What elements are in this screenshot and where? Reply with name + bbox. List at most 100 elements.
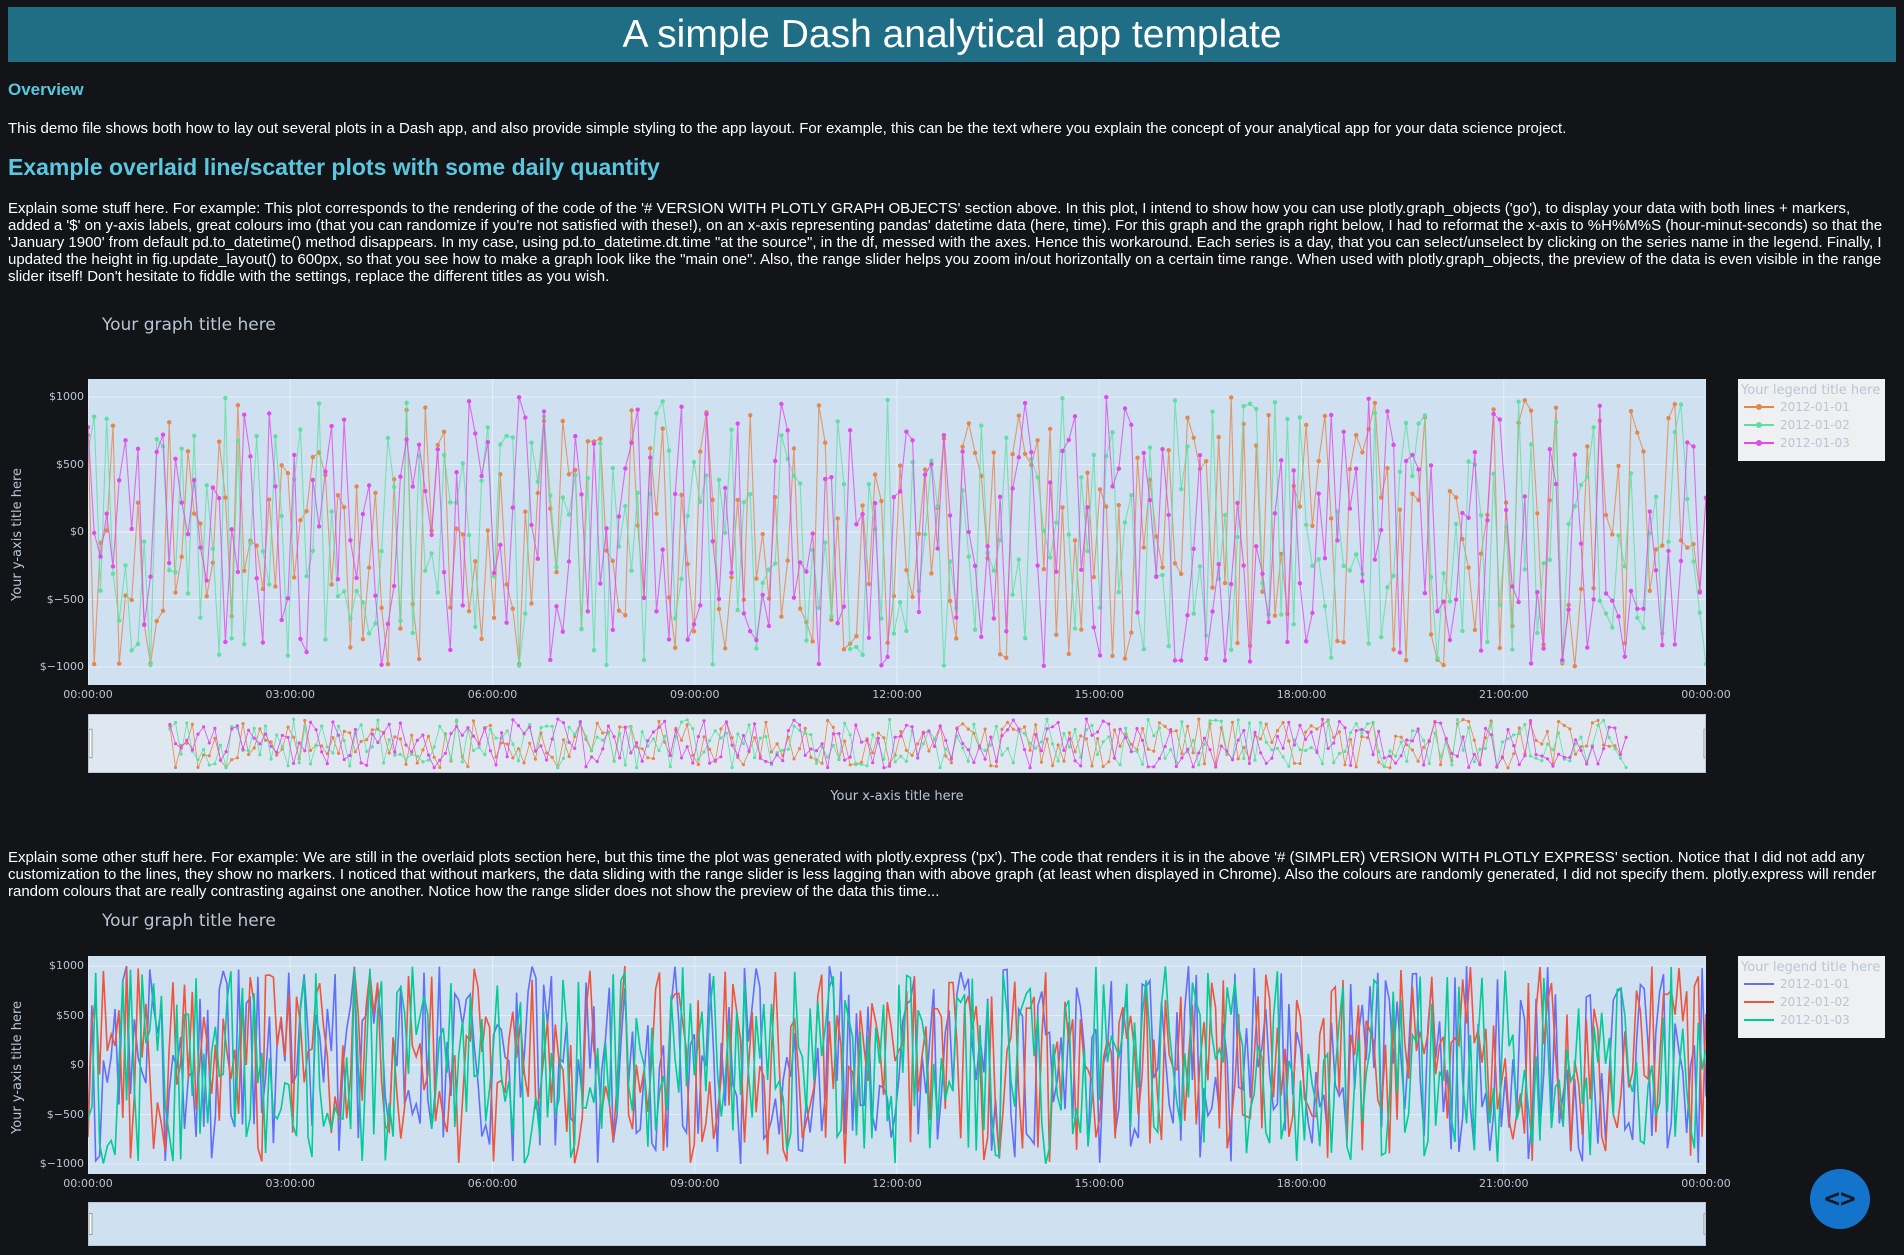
series-point-2012-01-01 bbox=[235, 403, 241, 408]
range-preview-point bbox=[516, 724, 521, 728]
series-point-2012-01-01 bbox=[466, 609, 472, 614]
x-tick-label: 18:00:00 bbox=[1276, 1177, 1327, 1190]
range-preview-point bbox=[247, 752, 251, 757]
range-preview-point bbox=[1079, 734, 1083, 738]
series-point-2012-01-02 bbox=[535, 479, 540, 484]
graph-1-plot-area[interactable] bbox=[88, 379, 1706, 685]
series-point-2012-01-02 bbox=[1391, 573, 1396, 578]
range-preview-point bbox=[235, 724, 239, 728]
range-preview-point bbox=[1045, 727, 1049, 731]
range-preview-point bbox=[955, 727, 959, 731]
graph-1-legend[interactable]: Your legend title here 2012-01-01 2012-01… bbox=[1738, 379, 1885, 461]
series-point-2012-01-01 bbox=[310, 454, 316, 460]
range-preview-point bbox=[1146, 765, 1150, 769]
series-point-2012-01-02 bbox=[1241, 404, 1246, 409]
range-preview-point bbox=[764, 759, 768, 764]
series-point-2012-01-02 bbox=[1022, 636, 1028, 641]
series-point-2012-01-02 bbox=[897, 600, 903, 605]
range-preview-point bbox=[1039, 749, 1043, 753]
legend-item-2012-01-02[interactable]: 2012-01-02 bbox=[1738, 993, 1885, 1011]
series-point-2012-01-01 bbox=[654, 511, 659, 516]
range-preview-point bbox=[590, 748, 594, 752]
series-point-2012-01-03 bbox=[1329, 412, 1334, 418]
series-point-2012-01-02 bbox=[1185, 444, 1190, 449]
series-point-2012-01-03 bbox=[1472, 450, 1478, 455]
graph-2-legend[interactable]: Your legend title here 2012-01-01 2012-01… bbox=[1738, 956, 1885, 1038]
series-point-2012-01-02 bbox=[123, 563, 128, 568]
series-point-2012-01-01 bbox=[991, 450, 996, 455]
series-point-2012-01-03 bbox=[192, 477, 197, 483]
series-point-2012-01-02 bbox=[741, 500, 747, 505]
legend-item-2012-01-01[interactable]: 2012-01-01 bbox=[1738, 398, 1885, 416]
range-preview-point bbox=[190, 722, 194, 726]
series-point-2012-01-01 bbox=[1472, 627, 1478, 633]
range-preview-point bbox=[1309, 724, 1313, 728]
series-point-2012-01-01 bbox=[929, 571, 934, 576]
range-preview-point bbox=[629, 751, 633, 755]
series-point-2012-01-03 bbox=[1035, 563, 1040, 568]
range-preview-point bbox=[1568, 759, 1572, 763]
series-point-2012-01-03 bbox=[1010, 486, 1015, 491]
series-point-2012-01-02 bbox=[841, 482, 847, 487]
range-preview-point bbox=[798, 747, 802, 751]
range-preview-point bbox=[1197, 717, 1201, 721]
overview-text: This demo file shows both how to lay out… bbox=[8, 120, 1567, 137]
series-point-2012-01-03 bbox=[1135, 610, 1140, 615]
series-point-2012-01-01 bbox=[110, 423, 116, 428]
range-preview-point bbox=[516, 759, 521, 763]
series-point-2012-01-03 bbox=[879, 663, 884, 668]
range-preview-point bbox=[1129, 750, 1133, 754]
series-point-2012-01-02 bbox=[498, 442, 503, 447]
series-point-2012-01-01 bbox=[729, 575, 734, 580]
series-point-2012-01-03 bbox=[1316, 491, 1321, 496]
legend-item-2012-01-01[interactable]: 2012-01-01 bbox=[1738, 975, 1885, 993]
series-point-2012-01-03 bbox=[829, 475, 834, 480]
series-point-2012-01-01 bbox=[554, 569, 559, 575]
range-preview-point bbox=[320, 724, 324, 728]
series-point-2012-01-01 bbox=[348, 645, 353, 650]
graph-2-plot-area[interactable] bbox=[88, 956, 1706, 1174]
graph-1-svg bbox=[88, 379, 1706, 685]
legend-item-2012-01-02[interactable]: 2012-01-02 bbox=[1738, 416, 1885, 434]
range-preview-point bbox=[1292, 761, 1296, 765]
series-point-2012-01-03 bbox=[835, 621, 840, 626]
series-point-2012-01-01 bbox=[866, 581, 872, 587]
range-preview-point bbox=[1399, 754, 1403, 758]
range-preview-point bbox=[809, 747, 813, 751]
series-point-2012-01-01 bbox=[366, 565, 372, 570]
series-point-2012-01-03 bbox=[1079, 567, 1084, 572]
range-preview-point bbox=[365, 749, 369, 754]
series-point-2012-01-01 bbox=[223, 495, 228, 500]
series-point-2012-01-03 bbox=[1516, 599, 1521, 605]
code-toggle-button[interactable]: <> bbox=[1810, 1169, 1870, 1229]
series-point-2012-01-03 bbox=[441, 570, 447, 575]
range-preview-point bbox=[606, 724, 611, 728]
series-point-2012-01-02 bbox=[579, 627, 584, 632]
graph-2-range-slider[interactable] bbox=[88, 1202, 1706, 1246]
series-point-2012-01-03 bbox=[448, 647, 453, 653]
series-point-2012-01-01 bbox=[1229, 395, 1234, 400]
series-point-2012-01-02 bbox=[922, 532, 928, 537]
series-point-2012-01-02 bbox=[929, 458, 934, 463]
range-preview-point bbox=[218, 758, 223, 762]
series-point-2012-01-02 bbox=[1635, 615, 1640, 620]
range-preview-point bbox=[1107, 722, 1111, 726]
range-preview-point bbox=[1528, 719, 1533, 723]
range-preview-point bbox=[1180, 756, 1184, 760]
range-preview-point bbox=[202, 725, 206, 729]
range-preview-point bbox=[1011, 727, 1015, 731]
range-preview-point bbox=[1073, 759, 1077, 763]
section-heading: Example overlaid line/scatter plots with… bbox=[8, 154, 660, 180]
range-preview-point bbox=[809, 733, 813, 737]
legend-item-2012-01-03[interactable]: 2012-01-03 bbox=[1738, 434, 1885, 452]
legend-item-2012-01-03[interactable]: 2012-01-03 bbox=[1738, 1011, 1885, 1029]
legend-label: 2012-01-02 bbox=[1780, 418, 1850, 432]
range-preview-point bbox=[1394, 754, 1398, 758]
range-preview-point bbox=[1124, 726, 1128, 730]
series-point-2012-01-03 bbox=[323, 469, 328, 474]
series-point-2012-01-01 bbox=[441, 429, 447, 434]
range-preview-point bbox=[753, 756, 757, 760]
range-preview-point bbox=[826, 765, 830, 770]
graph-1-range-slider[interactable] bbox=[88, 714, 1706, 773]
range-preview-point bbox=[1056, 759, 1060, 763]
